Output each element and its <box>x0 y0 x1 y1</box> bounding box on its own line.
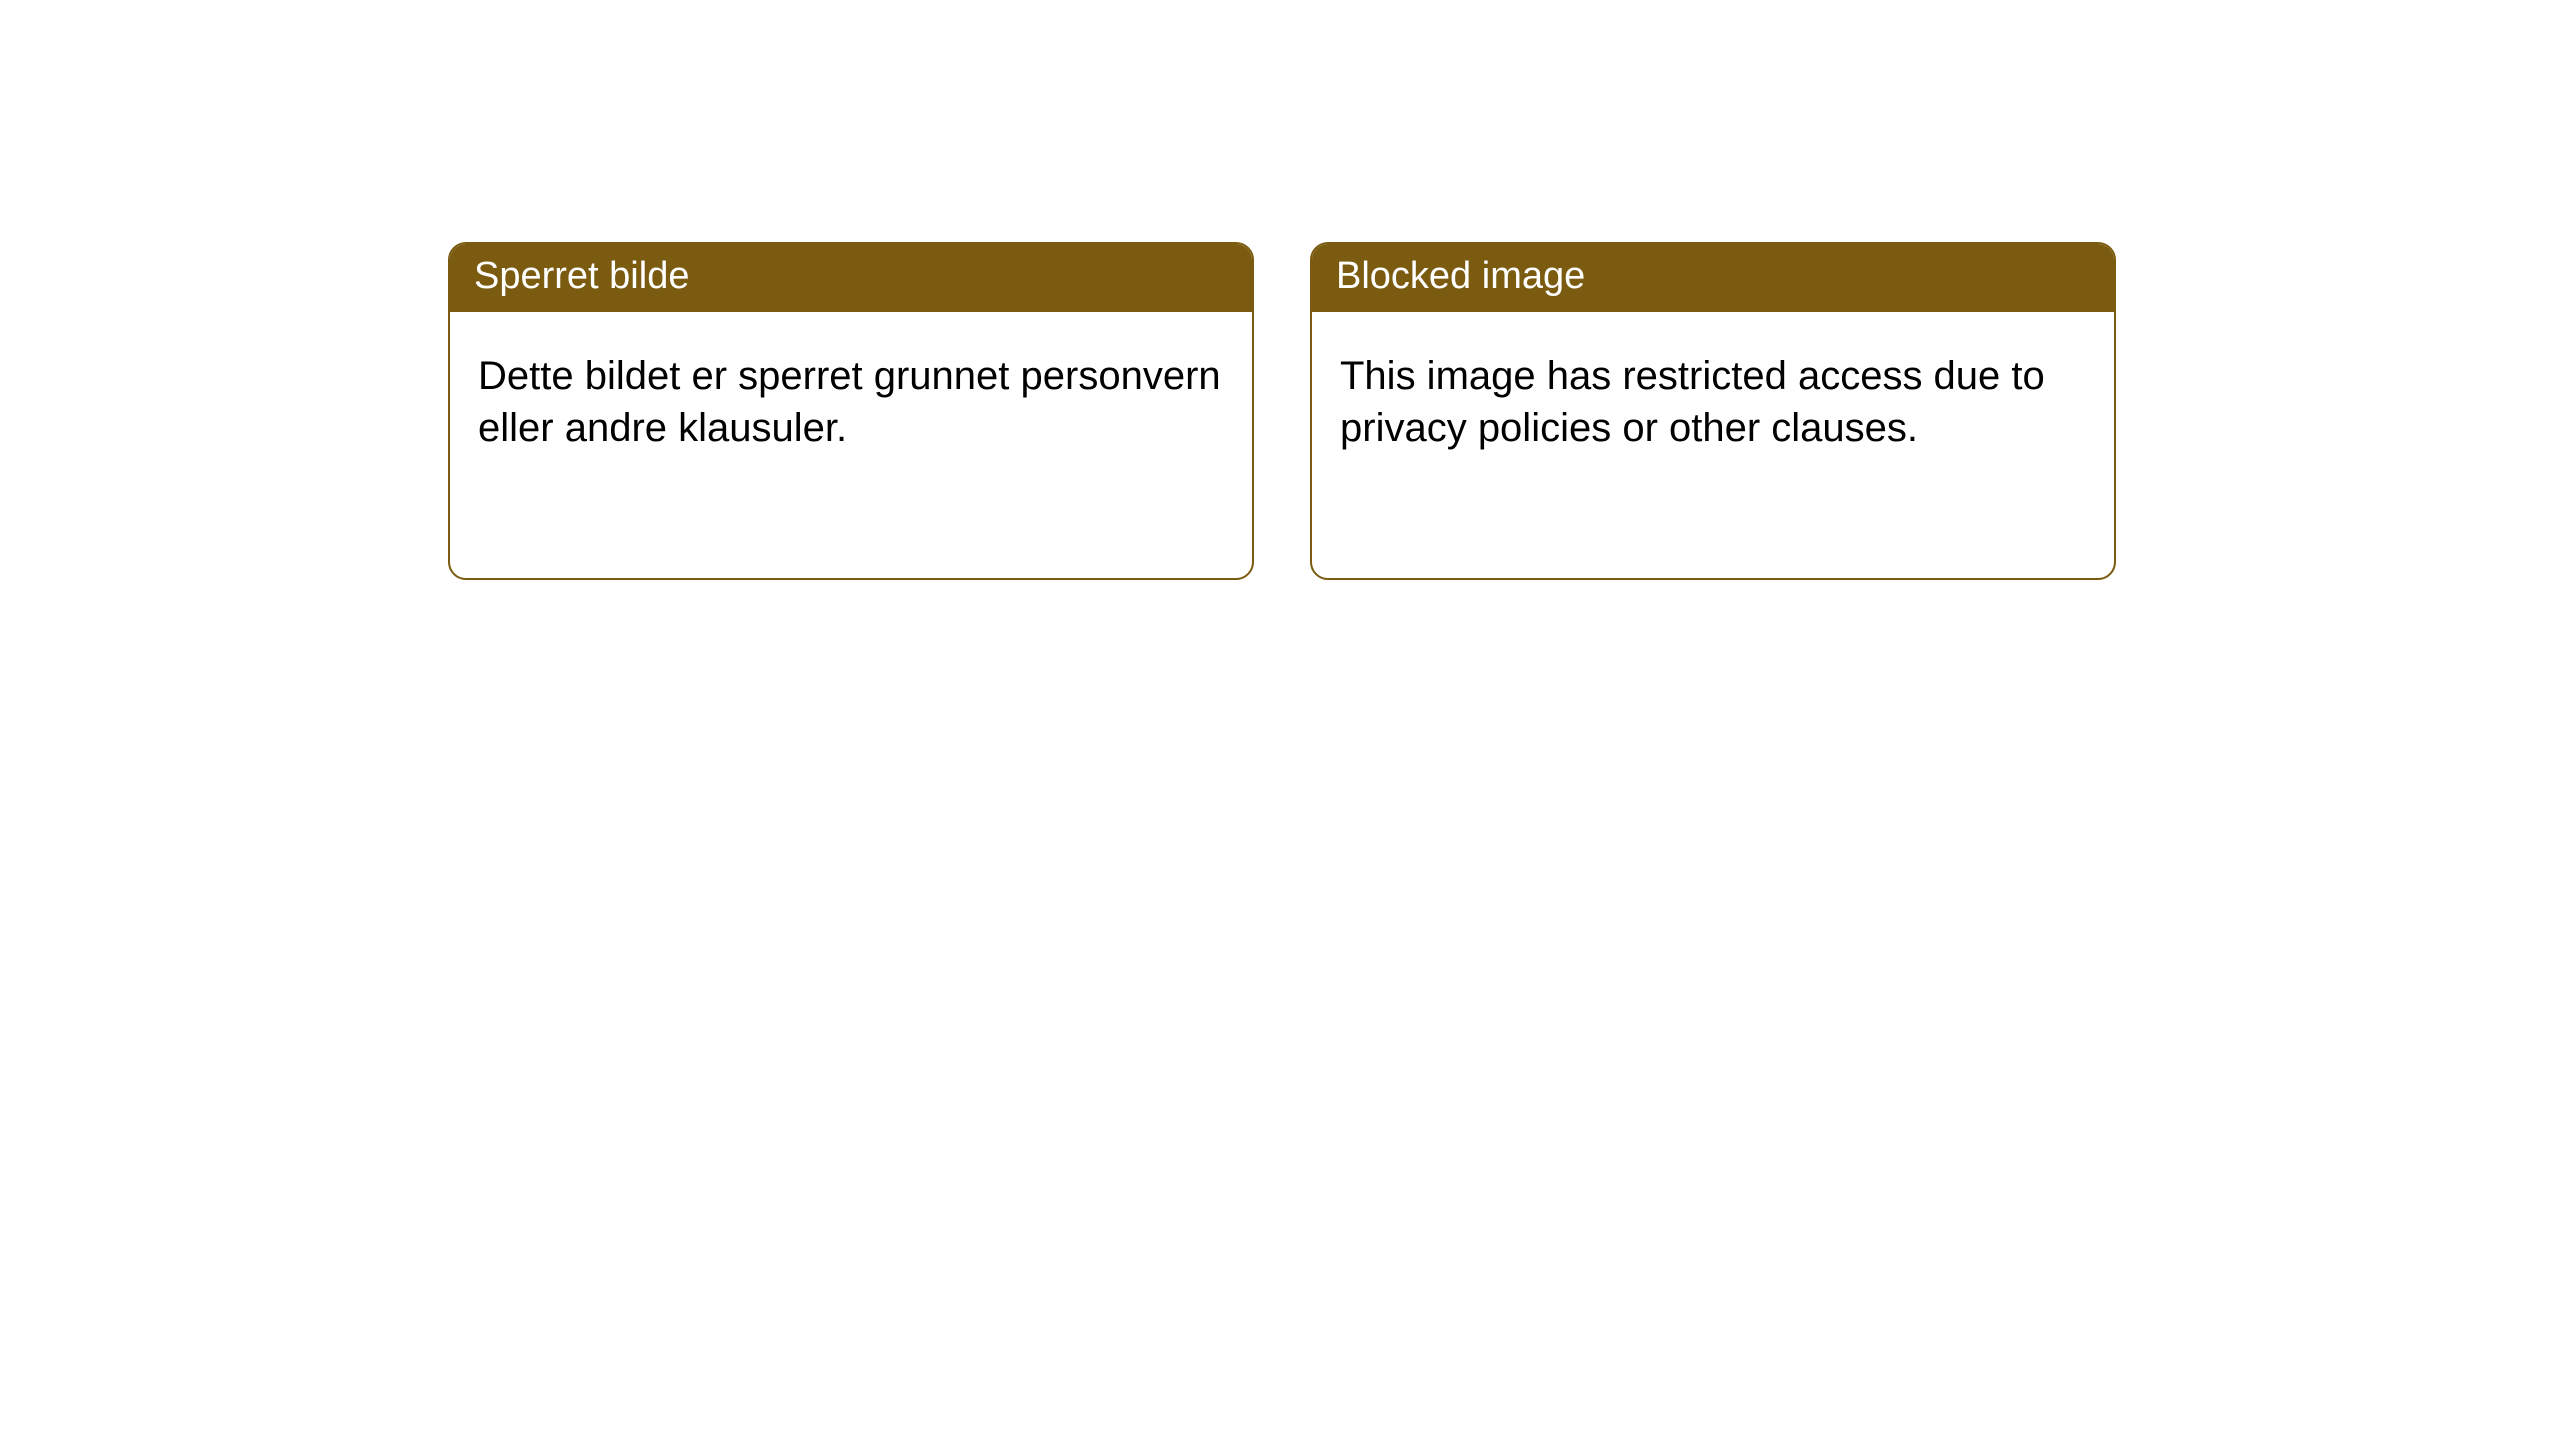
blocked-image-card-norwegian: Sperret bilde Dette bildet er sperret gr… <box>448 242 1254 580</box>
card-message-norwegian: Dette bildet er sperret grunnet personve… <box>450 312 1252 482</box>
notice-container: Sperret bilde Dette bildet er sperret gr… <box>0 0 2560 580</box>
card-message-english: This image has restricted access due to … <box>1312 312 2114 482</box>
card-title-english: Blocked image <box>1312 244 2114 312</box>
blocked-image-card-english: Blocked image This image has restricted … <box>1310 242 2116 580</box>
card-title-norwegian: Sperret bilde <box>450 244 1252 312</box>
